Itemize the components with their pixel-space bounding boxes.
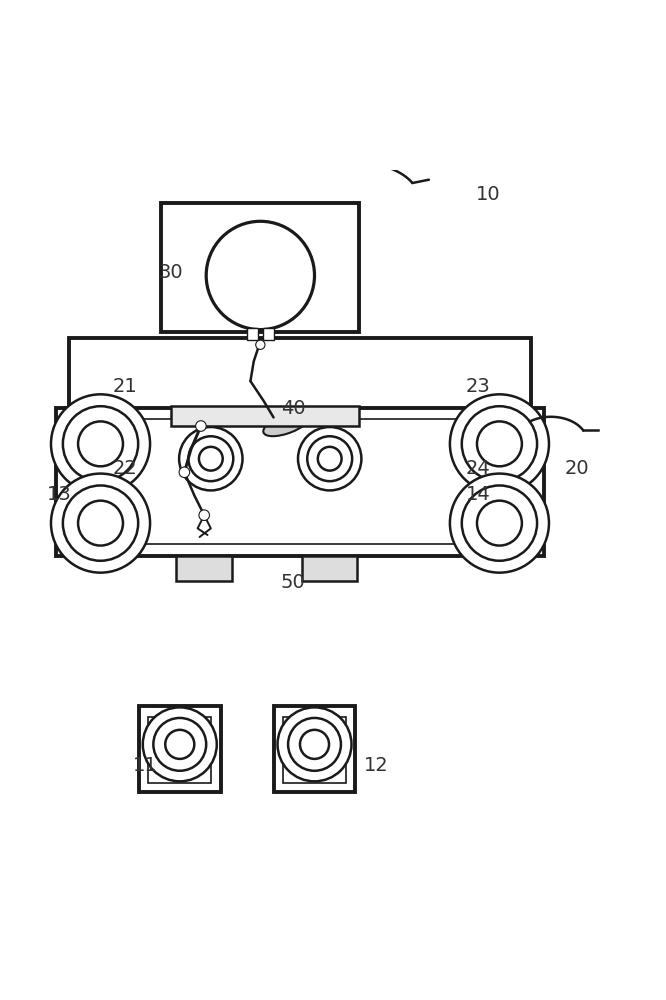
Ellipse shape (263, 412, 310, 436)
Bar (69, 338, 531, 441)
Text: 10: 10 (476, 185, 501, 204)
Text: 40: 40 (281, 399, 306, 418)
Circle shape (51, 474, 150, 573)
Bar (70, 419, 530, 544)
Circle shape (256, 340, 265, 349)
Text: 23: 23 (466, 377, 491, 396)
Circle shape (477, 501, 522, 546)
Circle shape (288, 718, 341, 771)
Circle shape (199, 447, 222, 471)
Bar (161, 203, 360, 332)
Circle shape (188, 436, 233, 481)
Circle shape (199, 510, 210, 520)
Circle shape (51, 394, 150, 493)
Circle shape (143, 707, 216, 781)
Bar (263, 328, 274, 340)
Circle shape (307, 436, 352, 481)
Bar (247, 328, 258, 340)
Bar (56, 408, 544, 556)
Circle shape (298, 427, 362, 490)
Bar (171, 406, 360, 426)
Bar (69, 441, 122, 477)
Circle shape (278, 707, 352, 781)
Text: 20: 20 (565, 459, 589, 478)
Circle shape (196, 421, 206, 431)
Bar (274, 706, 356, 792)
Circle shape (63, 406, 138, 482)
Text: 13: 13 (47, 485, 71, 504)
Text: 11: 11 (133, 756, 157, 775)
Text: 50: 50 (281, 573, 306, 592)
Text: 24: 24 (466, 459, 491, 478)
Bar (283, 717, 346, 783)
Circle shape (477, 421, 522, 466)
Circle shape (179, 427, 242, 490)
Circle shape (462, 406, 537, 482)
Text: 12: 12 (364, 756, 388, 775)
Circle shape (206, 221, 314, 330)
Circle shape (462, 485, 537, 561)
Bar (478, 441, 531, 477)
Circle shape (450, 474, 549, 573)
Circle shape (78, 421, 123, 466)
Text: 14: 14 (466, 485, 491, 504)
Text: 30: 30 (159, 263, 184, 282)
Bar (176, 556, 232, 581)
Circle shape (300, 730, 329, 759)
Text: 21: 21 (113, 377, 137, 396)
Circle shape (63, 485, 138, 561)
Bar (148, 717, 212, 783)
Circle shape (153, 718, 206, 771)
Text: 22: 22 (113, 459, 137, 478)
Circle shape (78, 501, 123, 546)
Circle shape (165, 730, 194, 759)
Circle shape (450, 394, 549, 493)
Circle shape (179, 467, 190, 478)
Bar (139, 706, 220, 792)
Bar (302, 556, 358, 581)
Circle shape (318, 447, 342, 471)
